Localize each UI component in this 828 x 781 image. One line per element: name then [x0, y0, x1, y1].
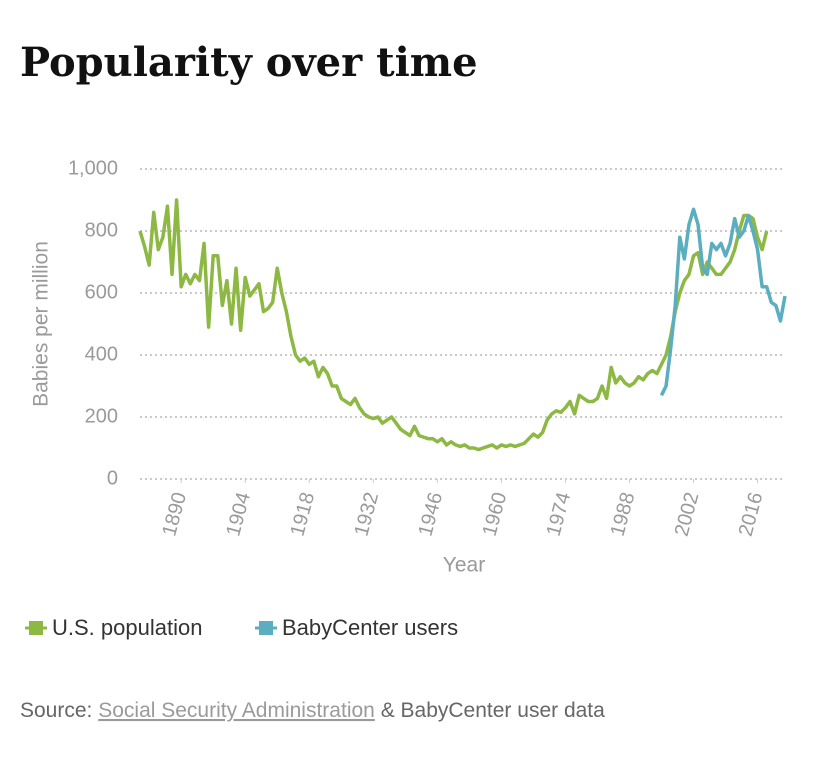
x-tick-label: 1904 [222, 490, 255, 539]
y-axis-label: Babies per million [30, 241, 53, 407]
x-tick-label: 2002 [671, 490, 704, 539]
legend-swatch [259, 621, 273, 635]
y-tick-label: 800 [85, 219, 118, 241]
source-prefix: Source: [20, 699, 92, 722]
legend-label: BabyCenter users [282, 615, 458, 640]
y-tick-label: 200 [85, 405, 118, 427]
legend-label: U.S. population [52, 615, 202, 640]
source-link[interactable]: Social Security Administration [98, 699, 375, 722]
series-line [138, 198, 769, 452]
x-tick-label: 1890 [158, 490, 191, 539]
x-tick-label: 1974 [543, 490, 576, 539]
y-tick-label: 600 [85, 281, 118, 303]
x-axis-label: Year [443, 554, 485, 577]
y-tick-label: 1,000 [68, 157, 118, 179]
legend-swatch [29, 621, 43, 635]
x-tick-label: 1960 [479, 490, 512, 539]
source: Source: Social Security Administration &… [20, 699, 605, 722]
series-line [659, 207, 787, 397]
x-tick-label: 1918 [286, 490, 319, 539]
chart-title: Popularity over time [20, 39, 478, 86]
x-tick-label: 1932 [350, 490, 383, 539]
y-tick-label: 400 [85, 343, 118, 365]
x-tick-label: 1946 [415, 490, 448, 539]
x-tick-label: 2016 [735, 490, 768, 539]
y-tick-label: 0 [107, 467, 118, 489]
source-suffix: & BabyCenter user data [381, 699, 605, 722]
x-tick-label: 1988 [607, 490, 640, 539]
